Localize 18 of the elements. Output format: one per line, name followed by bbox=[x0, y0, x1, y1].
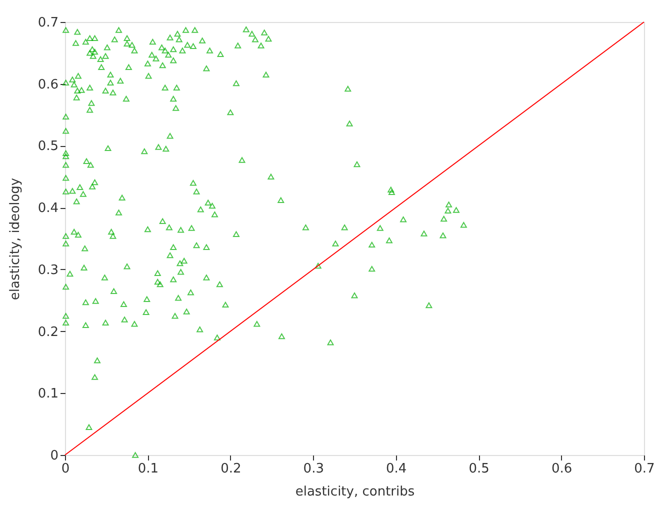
y-axis-title: elasticity, ideology bbox=[8, 178, 23, 300]
x-tick-label: 0.7 bbox=[634, 462, 655, 476]
x-tick-label: 0.5 bbox=[468, 462, 490, 476]
x-tick-label: 0.2 bbox=[220, 462, 242, 476]
x-tick-label: 0.3 bbox=[303, 462, 324, 476]
x-tick-label: 0.4 bbox=[386, 462, 407, 476]
y-tick-label: 0.7 bbox=[38, 16, 58, 30]
y-tick-label: 0.2 bbox=[38, 324, 58, 340]
y-tick-label: 0.5 bbox=[38, 139, 58, 154]
y-tick-label: 0.3 bbox=[38, 262, 58, 278]
y-tick-label: 0 bbox=[50, 448, 58, 464]
x-tick-label: 0 bbox=[61, 462, 70, 476]
y-tick-label: 0.4 bbox=[38, 201, 58, 216]
y-tick-label: 0.1 bbox=[38, 386, 58, 402]
x-tick-label: 0.1 bbox=[138, 462, 159, 476]
x-tick-label: 0.6 bbox=[551, 462, 572, 476]
y-tick-label: 0.6 bbox=[38, 77, 58, 92]
x-axis-title: elasticity, contribs bbox=[295, 484, 415, 500]
